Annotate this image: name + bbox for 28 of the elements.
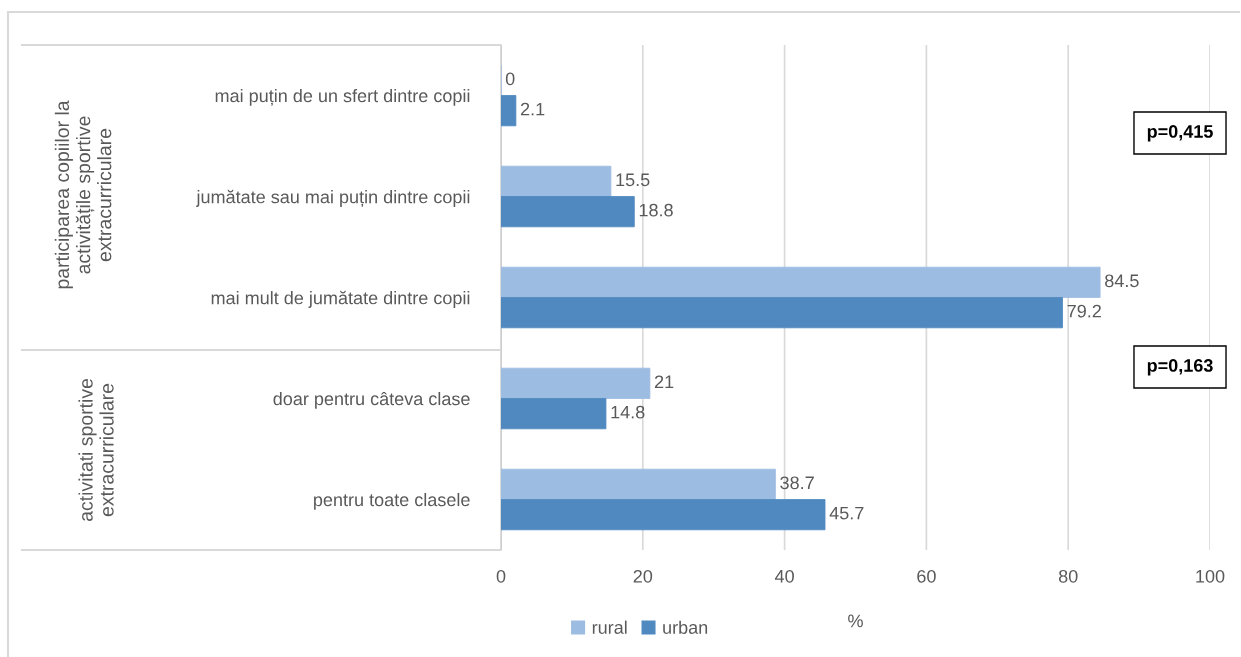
y-tick-label: mai mult de jumătate dintre copii xyxy=(211,290,470,308)
data-label: 18.8 xyxy=(639,203,673,217)
text: participarea copiilor la activitățile sportive extracurriculare xyxy=(54,100,112,289)
x-tick-label: 0 xyxy=(496,569,506,583)
data-label: 14.8 xyxy=(611,405,645,419)
data-label: 45.7 xyxy=(829,506,864,520)
data-label: 0 xyxy=(505,72,515,86)
text: activitati sportive extracurriculare xyxy=(78,379,114,522)
y-tick-label: jumătate sau mai puțin dintre copii xyxy=(196,189,470,207)
x-tick-label: 40 xyxy=(774,569,794,583)
x-tick-label: 100 xyxy=(1196,569,1225,583)
legend-label: urban xyxy=(663,620,708,634)
annotation: p=0,415 xyxy=(1147,125,1213,142)
data-label: 21 xyxy=(654,375,674,389)
data-label: 15.5 xyxy=(616,173,650,187)
annotation: p=0,163 xyxy=(1147,359,1213,376)
y-tick-label: doar pentru câteva clase xyxy=(273,391,470,409)
data-label: 38.7 xyxy=(780,476,814,490)
x-axis-title: % xyxy=(848,614,863,628)
x-tick-label: 80 xyxy=(1058,569,1078,583)
legend-label: rural xyxy=(592,620,627,634)
x-tick-label: 20 xyxy=(633,569,653,583)
x-tick-label: 60 xyxy=(917,569,936,583)
data-label: 84.5 xyxy=(1105,274,1139,288)
data-label: 79.2 xyxy=(1067,304,1101,318)
y-tick-label: pentru toate clasele xyxy=(314,492,470,510)
y-tick-label: mai puțin de un sfert dintre copii xyxy=(215,88,470,106)
data-label: 2.1 xyxy=(520,102,545,116)
